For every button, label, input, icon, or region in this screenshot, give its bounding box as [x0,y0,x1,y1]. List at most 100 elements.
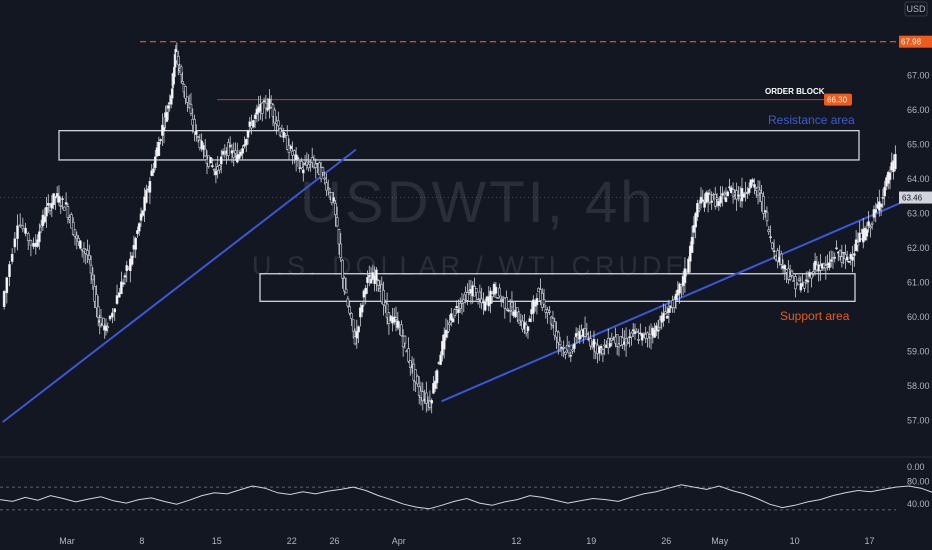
candle-body[interactable] [176,55,180,66]
candle-body[interactable] [189,104,193,114]
candle-body[interactable] [790,270,794,276]
candle-body[interactable] [248,121,252,127]
candle-body[interactable] [664,311,667,314]
candle-body[interactable] [260,102,264,114]
candle-body[interactable] [526,326,530,332]
candle-body[interactable] [571,349,574,352]
candle-body[interactable] [111,312,114,318]
candle-body[interactable] [52,193,55,206]
candle-body[interactable] [307,164,310,169]
candle-body[interactable] [298,167,302,169]
candle-body[interactable] [170,88,174,99]
candle-body[interactable] [36,239,39,247]
candle-body[interactable] [71,221,75,235]
candle-body[interactable] [788,276,792,280]
candle-body[interactable] [18,224,22,227]
candle-body[interactable] [43,216,47,223]
candle-body[interactable] [104,325,108,331]
candle-body[interactable] [631,329,635,332]
candle-body[interactable] [776,250,779,262]
candle-body[interactable] [237,154,241,159]
candle-body[interactable] [24,227,27,234]
candle-body[interactable] [289,145,293,150]
candle-body[interactable] [219,156,223,165]
candle-body[interactable] [478,291,482,300]
candle-body[interactable] [853,253,856,256]
candle-body[interactable] [865,229,869,237]
candle-body[interactable] [408,360,412,368]
candle-body[interactable] [655,325,658,331]
candle-body[interactable] [528,318,532,323]
candle-body[interactable] [573,343,576,349]
candle-body[interactable] [553,321,557,336]
candle-body[interactable] [592,339,596,348]
candle-body[interactable] [29,240,33,246]
candle-body[interactable] [835,247,838,250]
candle-body[interactable] [845,256,849,261]
candle-body[interactable] [312,159,316,168]
candle-body[interactable] [690,236,694,253]
candle-body[interactable] [211,165,214,168]
candle-body[interactable] [824,265,828,269]
candle-body[interactable] [881,197,885,199]
candle-body[interactable] [16,225,19,239]
candle-body[interactable] [282,131,285,138]
candle-body[interactable] [243,144,246,147]
candle-body[interactable] [360,304,364,313]
candle-body[interactable] [763,210,767,213]
candle-body[interactable] [396,320,400,328]
candle-body[interactable] [724,197,728,203]
candle-body[interactable] [339,243,343,259]
candle-body[interactable] [203,148,207,157]
candle-body[interactable] [658,319,662,328]
candle-body[interactable] [842,252,845,254]
candle-body[interactable] [737,194,740,197]
candle-body[interactable] [108,315,112,320]
candle-body[interactable] [38,231,41,243]
candle-body[interactable] [2,291,6,307]
candle-body[interactable] [799,283,803,291]
candle-body[interactable] [346,298,350,307]
candle-body[interactable] [344,288,348,294]
candle-body[interactable] [366,277,369,283]
candle-body[interactable] [688,245,692,262]
candle-body[interactable] [186,96,189,103]
candle-body[interactable] [787,268,790,280]
candle-body[interactable] [444,329,448,338]
candle-body[interactable] [341,259,344,279]
candle-body[interactable] [694,213,697,228]
candle-body[interactable] [385,303,389,319]
candle-body[interactable] [517,319,521,324]
candle-body[interactable] [496,297,499,299]
candle-body[interactable] [293,150,296,156]
candle-body[interactable] [350,313,353,319]
candle-body[interactable] [514,309,517,318]
candle-body[interactable] [150,170,154,176]
candle-body[interactable] [221,150,225,155]
candle-body[interactable] [874,209,878,213]
candle-body[interactable] [264,102,268,109]
candle-body[interactable] [39,224,43,228]
candle-body[interactable] [715,197,719,200]
candle-body[interactable] [442,334,446,350]
candle-body[interactable] [598,346,601,354]
candle-body[interactable] [439,354,442,365]
candle-body[interactable] [369,278,373,284]
candle-body[interactable] [433,380,437,389]
candle-body[interactable] [608,343,612,347]
candle-body[interactable] [489,290,492,304]
candle-body[interactable] [241,148,244,154]
candle-body[interactable] [589,338,592,347]
candle-body[interactable] [665,315,669,319]
candle-body[interactable] [703,201,706,208]
candle-body[interactable] [508,309,512,312]
candle-body[interactable] [273,109,277,124]
candle-body[interactable] [542,299,546,305]
candle-body[interactable] [184,86,187,99]
candle-body[interactable] [296,157,300,159]
candle-body[interactable] [305,161,309,166]
candle-body[interactable] [96,306,100,318]
candle-body[interactable] [564,351,567,355]
candle-body[interactable] [193,119,196,132]
